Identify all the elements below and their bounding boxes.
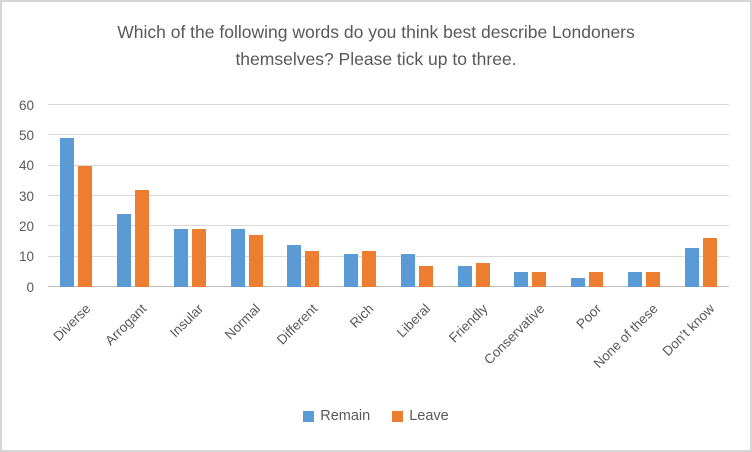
bar-leave: [532, 271, 547, 287]
bar-leave: [248, 235, 263, 287]
x-slot: Conservative: [481, 289, 559, 389]
bar-group-don-t-know: [672, 105, 729, 287]
bar-leave: [362, 250, 377, 287]
x-axis-label: Normal: [221, 301, 264, 343]
legend: Remain Leave: [2, 408, 750, 424]
legend-item-leave: Leave: [392, 408, 449, 424]
bar-leave: [191, 229, 206, 287]
bar-group-arrogant: [105, 105, 162, 287]
bar-group-different: [275, 105, 332, 287]
bars-container: [48, 105, 729, 287]
x-axis-label: Different: [273, 301, 320, 348]
legend-item-remain: Remain: [303, 408, 370, 424]
bar-group-friendly: [445, 105, 502, 287]
bar-leave: [135, 189, 150, 287]
x-slot: None of these: [590, 289, 673, 389]
y-axis: 0 10 20 30 40 50 60: [2, 98, 40, 293]
plot-area: [48, 104, 729, 287]
bar-remain: [230, 229, 245, 287]
bar-remain: [173, 229, 188, 287]
x-slot: Poor: [559, 289, 616, 389]
bar-group-poor: [559, 105, 616, 287]
x-axis-label: Insular: [167, 301, 207, 341]
bar-group-diverse: [48, 105, 105, 287]
x-axis-label: Rich: [347, 301, 377, 331]
x-axis-label: Poor: [572, 301, 604, 332]
bar-remain: [287, 244, 302, 287]
bar-remain: [627, 271, 642, 287]
legend-swatch-icon: [392, 410, 404, 422]
bar-group-rich: [332, 105, 389, 287]
y-tick-label: 30: [18, 188, 34, 204]
x-axis-label: Diverse: [50, 301, 93, 344]
bar-remain: [457, 265, 472, 287]
bar-leave: [589, 271, 604, 287]
x-axis-label: Arrogant: [102, 301, 150, 349]
bar-remain: [571, 277, 586, 287]
legend-label: Remain: [320, 408, 371, 424]
x-axis-line: [48, 286, 729, 287]
legend-label: Leave: [409, 408, 449, 424]
bar-leave: [78, 165, 93, 287]
y-tick-label: 60: [18, 97, 34, 113]
bar-remain: [60, 138, 75, 287]
bar-remain: [117, 214, 132, 287]
bar-remain: [400, 253, 415, 287]
bar-remain: [684, 247, 699, 287]
x-axis-label: Liberal: [394, 301, 434, 341]
y-tick-label: 50: [18, 127, 34, 143]
x-axis-label: Friendly: [445, 301, 491, 346]
gridline: [48, 225, 729, 227]
x-slot: Insular: [162, 289, 219, 389]
bar-group-insular: [162, 105, 219, 287]
chart-title: Which of the following words do you thin…: [117, 22, 635, 70]
gridline: [48, 104, 729, 105]
y-tick-label: 10: [18, 248, 34, 264]
x-slot: Liberal: [389, 289, 446, 389]
x-slot: Friendly: [445, 289, 502, 389]
bar-leave: [702, 238, 717, 287]
bar-leave: [645, 271, 660, 287]
bar-remain: [344, 253, 359, 287]
legend-swatch-icon: [303, 410, 315, 422]
bar-leave: [418, 265, 433, 287]
bar-group-conservative: [502, 105, 559, 287]
gridline: [48, 255, 729, 257]
bar-group-normal: [218, 105, 275, 287]
gridline: [48, 195, 729, 196]
y-tick-label: 40: [18, 157, 34, 173]
x-slot: Normal: [218, 289, 275, 389]
x-slot: Arrogant: [102, 289, 162, 389]
bar-group-none-of-these: [616, 105, 673, 287]
gridline: [48, 164, 729, 166]
bar-leave: [475, 262, 490, 287]
bar-leave: [305, 250, 320, 287]
y-tick-label: 20: [18, 218, 34, 234]
y-tick-label: 0: [26, 279, 34, 295]
bar-remain: [514, 271, 529, 287]
x-slot: Don’t know: [659, 289, 729, 389]
x-axis-labels: Diverse Arrogant Insular Normal Different Ric…: [48, 289, 729, 389]
x-slot: Different: [273, 289, 332, 389]
gridline: [48, 134, 729, 136]
bar-group-liberal: [389, 105, 446, 287]
x-slot: Rich: [332, 289, 389, 389]
x-slot: Diverse: [48, 289, 105, 389]
